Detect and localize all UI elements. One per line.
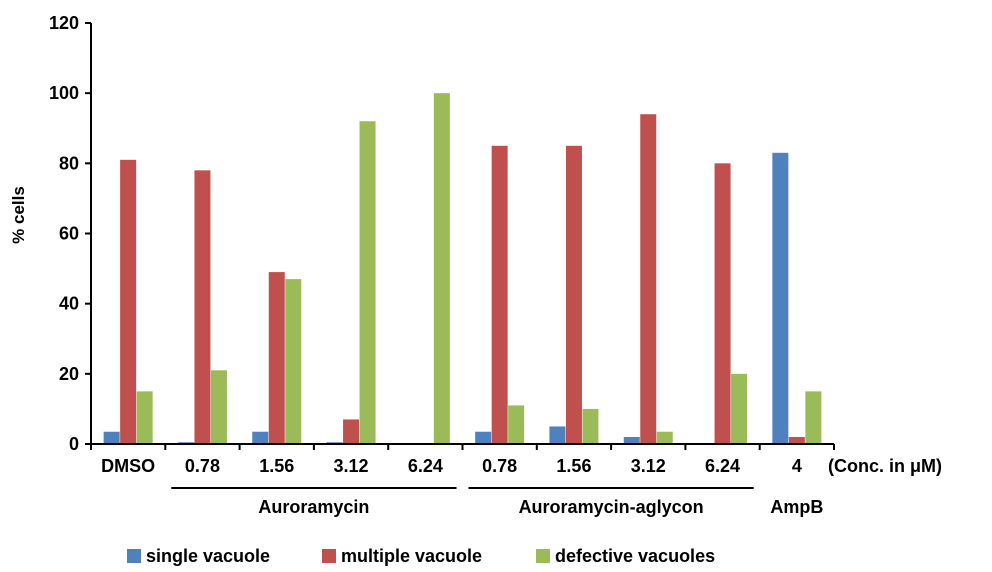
bars bbox=[103, 93, 822, 445]
bar bbox=[210, 370, 227, 444]
y-axis: 0 20 40 60 80 100 120 bbox=[49, 13, 92, 454]
legend: single vacuole multiple vacuole defective … bbox=[127, 546, 715, 566]
bar bbox=[433, 93, 450, 445]
bar bbox=[268, 272, 285, 444]
x-tick-label: 0.78 bbox=[482, 456, 517, 476]
legend-label: defective vacuoles bbox=[555, 546, 715, 566]
x-tick-label: 3.12 bbox=[631, 456, 666, 476]
bar bbox=[120, 159, 137, 444]
legend-swatch bbox=[322, 549, 336, 563]
y-tick-label: 60 bbox=[59, 224, 79, 244]
legend-label: single vacuole bbox=[146, 546, 270, 566]
y-axis-label: % cells bbox=[9, 186, 28, 244]
bar bbox=[772, 152, 789, 444]
bar bbox=[359, 121, 376, 444]
legend-swatch bbox=[536, 549, 550, 563]
bar bbox=[475, 431, 492, 444]
y-tick-label: 20 bbox=[59, 364, 79, 384]
y-tick-label: 80 bbox=[59, 153, 79, 173]
x-tick-label: DMSO bbox=[101, 456, 155, 476]
legend-swatch bbox=[127, 549, 141, 563]
group-label: Auroramycin-aglycon bbox=[519, 497, 704, 517]
y-tick-label: 120 bbox=[49, 13, 79, 33]
bar bbox=[640, 114, 657, 444]
x-tick-label: 1.56 bbox=[259, 456, 294, 476]
group-label: Auroramycin bbox=[258, 497, 369, 517]
y-tick-label: 100 bbox=[49, 83, 79, 103]
x-tick-label: 4 bbox=[792, 456, 802, 476]
legend-label: multiple vacuole bbox=[341, 546, 482, 566]
bar bbox=[582, 408, 599, 444]
bar bbox=[788, 436, 805, 444]
bar bbox=[285, 279, 302, 444]
category-groups: Auroramycin Auroramycin-aglycon AmpB bbox=[171, 487, 823, 517]
bar bbox=[136, 391, 153, 444]
x-tick-label: 6.24 bbox=[408, 456, 443, 476]
bar bbox=[714, 163, 731, 445]
x-tick-label: 0.78 bbox=[185, 456, 220, 476]
bar bbox=[623, 436, 640, 444]
bar bbox=[805, 391, 822, 444]
x-tick-label: 3.12 bbox=[334, 456, 369, 476]
bar bbox=[491, 145, 508, 444]
unit-note: (Conc. in μM) bbox=[828, 456, 942, 476]
bar bbox=[103, 431, 120, 444]
group-label: AmpB bbox=[770, 497, 823, 517]
bar bbox=[656, 431, 673, 444]
x-tick-label: 1.56 bbox=[556, 456, 591, 476]
bar bbox=[252, 431, 269, 444]
y-tick-label: 40 bbox=[59, 294, 79, 314]
bar bbox=[194, 170, 211, 444]
bar bbox=[549, 426, 566, 444]
x-axis: DMSO 0.78 1.56 3.12 6.24 0.78 1.56 3.12 6.24 4 bbox=[90, 443, 835, 476]
bar bbox=[565, 145, 582, 444]
bar bbox=[508, 405, 525, 444]
y-tick-label: 0 bbox=[69, 434, 79, 454]
bar bbox=[343, 419, 360, 444]
bar bbox=[731, 373, 748, 444]
x-tick-label: 6.24 bbox=[705, 456, 740, 476]
